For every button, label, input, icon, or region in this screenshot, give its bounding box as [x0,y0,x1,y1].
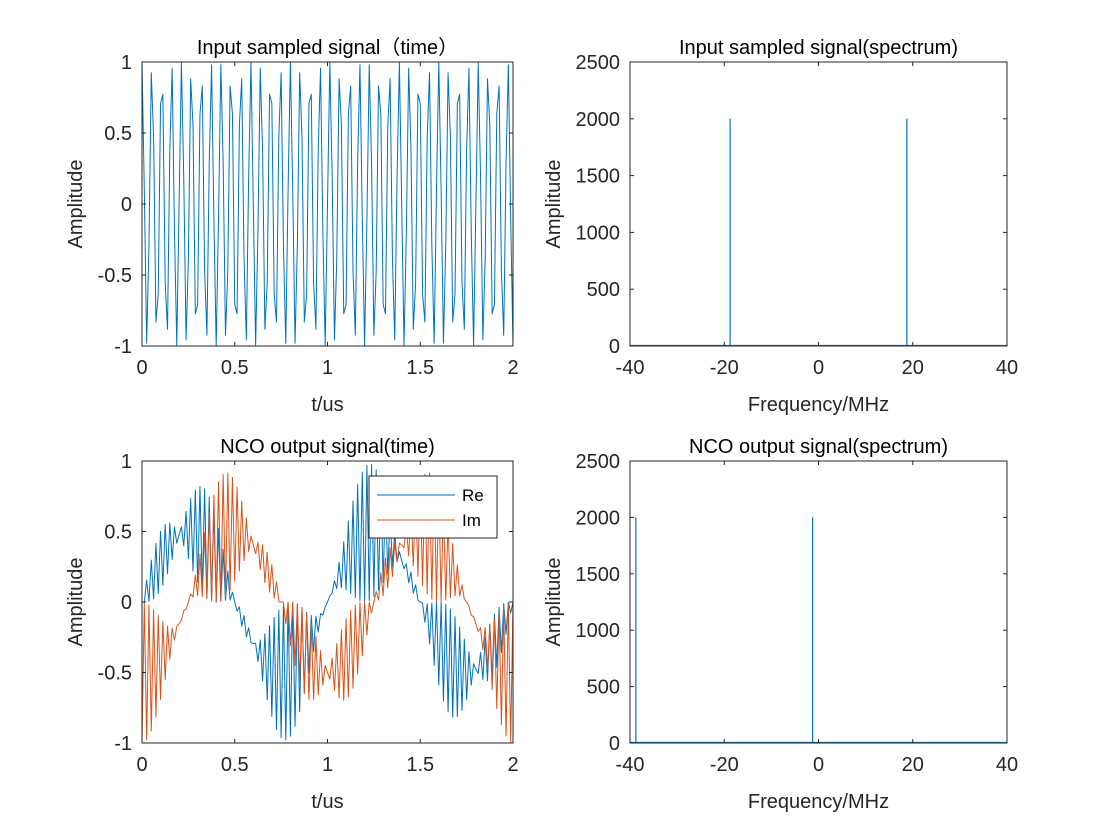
x-tick-label: 40 [996,357,1018,379]
y-tick-label: 500 [587,677,620,699]
y-tick-label: 0 [121,194,132,216]
series-im [142,472,513,743]
legend-label-re: Re [462,486,484,505]
y-tick-label: -0.5 [98,265,132,287]
x-tick-label: 20 [902,357,924,379]
x-tick-label: 2 [507,357,518,379]
y-tick-label: 0.5 [104,123,132,145]
axes-box [629,460,1008,744]
y-tick-label: 1000 [576,620,621,642]
x-tick-label: 0 [813,754,824,776]
y-axis-label: Amplitude [543,160,565,249]
y-tick-label: 2500 [576,451,621,473]
x-tick-label: 0 [136,754,147,776]
x-tick-label: 2 [507,754,518,776]
y-axis-label: Amplitude [65,558,87,647]
chart-title: NCO output signal(time) [220,436,435,458]
y-tick-label: 1000 [576,222,621,244]
legend-box [368,475,498,539]
y-tick-label: 0.5 [104,522,132,544]
x-tick-label: 20 [902,754,924,776]
y-tick-label: 1500 [576,166,621,188]
x-axis-label: t/us [311,394,343,416]
y-tick-label: 500 [587,279,620,301]
series-signal [142,62,513,346]
x-tick-label: 0 [813,357,824,379]
subplot-br: -40 -20 0 20 40 0 500 1000 1500 2000 2500 NCO outpu… [543,436,1018,813]
y-tick-label: 2500 [576,52,621,74]
y-tick-label: 0 [609,336,620,358]
x-tick-label: -20 [710,754,739,776]
y-tick-label: -1 [114,336,132,358]
y-tick-label: 0 [121,592,132,614]
y-tick-label: 0 [609,733,620,755]
y-tick-label: -0.5 [98,663,132,685]
subplot-tl: 0 0.5 1 1.5 2 -1 -0.5 0 0.5 1 Input sampled signal… [65,36,519,416]
x-tick-label: -40 [616,754,645,776]
plot-area [142,62,513,346]
x-tick-label: 1 [322,357,333,379]
x-tick-label: 0 [136,357,147,379]
legend: Re Im [368,475,498,539]
series-re [142,463,513,741]
x-tick-label: -40 [616,357,645,379]
axes-box [629,61,1008,347]
x-tick-label: 40 [996,754,1018,776]
subplot-tr: -40 -20 0 20 40 0 500 1000 1500 2000 2500 Input sam… [543,37,1018,416]
x-tick-label: 1.5 [406,754,434,776]
y-tick-label: 2000 [576,507,621,529]
plot-area [630,118,1007,346]
x-tick-label: -20 [710,357,739,379]
y-axis-label: Amplitude [65,160,87,249]
plot-area [630,517,1007,743]
y-tick-label: 1 [121,451,132,473]
x-tick-label: 1 [322,754,333,776]
x-axis-label: Frequency/MHz [748,791,889,813]
y-tick-label: 1500 [576,564,621,586]
y-tick-label: 1 [121,52,132,74]
x-axis-label: Frequency/MHz [748,394,889,416]
x-axis-label: t/us [311,791,343,813]
plot-area [142,463,513,743]
y-tick-label: 2000 [576,109,621,131]
x-tick-label: 0.5 [221,754,249,776]
y-tick-label: -1 [114,733,132,755]
chart-title: NCO output signal(spectrum) [689,436,948,458]
x-tick-label: 0.5 [221,357,249,379]
chart-title: Input sampled signal（time） [197,36,458,59]
legend-label-im: Im [462,511,481,530]
y-axis-label: Amplitude [543,558,565,647]
subplot-bl: 0 0.5 1 1.5 2 -1 -0.5 0 0.5 1 NCO output signal(ti… [65,436,519,813]
chart-title: Input sampled signal(spectrum) [679,37,958,59]
x-tick-label: 1.5 [406,357,434,379]
